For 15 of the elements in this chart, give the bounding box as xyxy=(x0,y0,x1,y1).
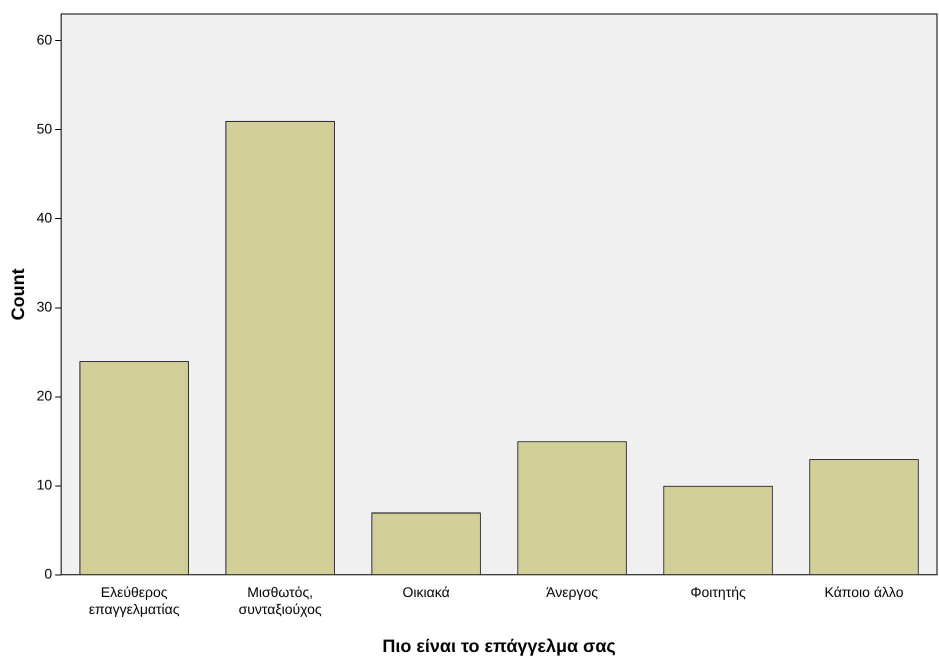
y-tick-label: 10 xyxy=(36,476,52,493)
x-tick-label: Οικιακά xyxy=(402,584,450,600)
y-axis-title: Count xyxy=(8,268,28,320)
x-tick-label: Ελεύθερος επαγγελματίας xyxy=(88,584,180,617)
y-tick-label: 30 xyxy=(36,298,52,315)
x-tick-label: Μισθωτός, συνταξιούχος xyxy=(238,584,322,617)
x-tick-label: Φοιτητής xyxy=(690,584,746,600)
y-tick-label: 40 xyxy=(36,210,52,226)
y-tick-label: 0 xyxy=(44,566,52,582)
x-tick-label: Άνεργος xyxy=(546,584,598,600)
y-tick-label: 20 xyxy=(36,388,52,404)
x-tick-label: Κάποιο άλλο xyxy=(824,584,904,600)
x-axis-title: Πιο είναι το επάγγελμα σας xyxy=(382,636,616,656)
y-tick-label: 60 xyxy=(36,32,52,48)
y-tick-label: 50 xyxy=(36,120,52,137)
